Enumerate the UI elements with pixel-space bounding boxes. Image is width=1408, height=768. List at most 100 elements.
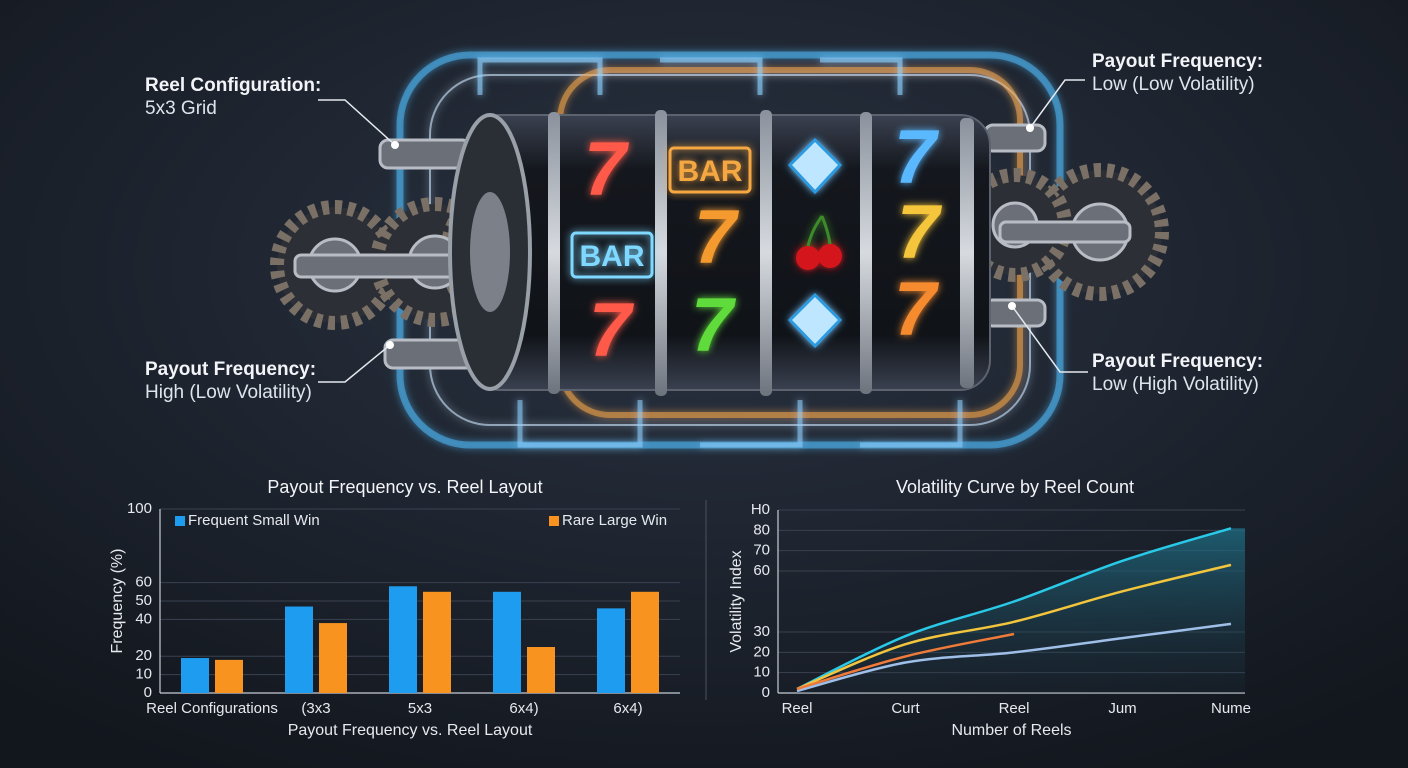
callout-text: High (Low Volatility) [145, 382, 312, 403]
y-tick-label: 70 [753, 542, 770, 559]
bar [423, 591, 451, 693]
x-tick-label: Reel Configurations [146, 700, 278, 717]
y-tick-label: 60 [135, 574, 152, 591]
bar [285, 606, 313, 693]
y-tick-label: 0 [762, 684, 770, 701]
y-axis-label: Volatility Index [728, 550, 745, 652]
reel-symbol: BAR [580, 240, 645, 273]
callout-line [318, 344, 391, 383]
callout-dot [1026, 124, 1034, 132]
bar [597, 608, 625, 693]
reel-symbol: 7 [589, 288, 635, 373]
callout-text: Low (Low Volatility) [1092, 74, 1255, 95]
legend-label: Frequent Small Win [188, 512, 320, 529]
y-tick-label: H0 [751, 501, 770, 518]
chart-title: Volatility Curve by Reel Count [896, 477, 1134, 497]
line [796, 632, 1015, 691]
callout-dot [386, 124, 1034, 349]
x-tick-label: Reel [782, 700, 813, 717]
callout-title: Payout Frequency: [145, 359, 316, 380]
x-axis-label: Number of Reels [951, 722, 1071, 739]
y-tick-label: 40 [135, 610, 152, 627]
reel-symbol: BAR [678, 155, 743, 188]
chart: Volatility Curve by Reel Count Volatility… [728, 477, 1251, 739]
bar [181, 658, 209, 693]
bar [319, 623, 347, 693]
reel-symbol: 7 [584, 127, 630, 212]
reel-icon [806, 215, 832, 247]
glow-pipe [477, 57, 903, 95]
reel-symbol: 7 [894, 115, 940, 200]
x-tick-label: 6x4) [613, 700, 642, 717]
reel-icon [787, 137, 843, 195]
y-tick-label: 20 [135, 647, 152, 664]
charts: Payout Frequency vs. Reel Layout Frequenc… [109, 477, 1251, 739]
reel-cylinder [960, 118, 974, 388]
y-tick-label: 10 [135, 666, 152, 683]
bar [389, 586, 417, 693]
reel-cylinder [548, 112, 560, 394]
reel-cylinder [470, 192, 510, 312]
gear-hub [983, 123, 1047, 153]
x-axis-label: Payout Frequency vs. Reel Layout [288, 722, 533, 739]
callout-text: Low (High Volatility) [1092, 374, 1259, 395]
line [796, 527, 1232, 691]
y-tick-label: 20 [753, 643, 770, 660]
x-tick-label: Jum [1108, 700, 1136, 717]
area [797, 528, 1245, 693]
symbol-box [668, 146, 752, 194]
x-tick-label: 6x4) [509, 700, 538, 717]
callout-title: Reel Configuration: [145, 75, 321, 96]
bar [215, 659, 243, 693]
legend-swatch [175, 516, 185, 526]
x-tick-label: Nume [1211, 700, 1251, 717]
callout-line [1011, 305, 1088, 373]
reel-symbol: 7 [897, 190, 943, 275]
bar [631, 591, 659, 693]
y-tick-label: 60 [753, 562, 770, 579]
y-tick-label: 100 [127, 500, 152, 517]
callout-line [318, 79, 1088, 383]
bar [527, 647, 555, 693]
reel-cylinder [448, 110, 991, 396]
line [796, 563, 1232, 691]
y-tick-label: 30 [753, 623, 770, 640]
chart: Payout Frequency vs. Reel Layout Frequenc… [109, 477, 680, 739]
y-tick-label: 10 [753, 664, 770, 681]
x-tick-label: Reel [999, 700, 1030, 717]
callout-line [1029, 79, 1085, 129]
glow-pipe [517, 400, 963, 448]
line [796, 622, 1232, 693]
callout-dot [386, 341, 394, 349]
reel-symbol: 7 [894, 267, 940, 352]
reel-symbol: 7 [691, 283, 737, 368]
legend-swatch [549, 516, 559, 526]
gear-hub [998, 220, 1132, 244]
bar [493, 591, 521, 693]
y-tick-label: 50 [135, 592, 152, 609]
legend-label: Rare Large Win [562, 512, 667, 529]
reel-icon [796, 246, 820, 270]
y-tick-label: 80 [753, 521, 770, 538]
reel-icon [818, 244, 842, 268]
callout-title: Payout Frequency: [1092, 51, 1263, 72]
callout-text: 5x3 Grid [145, 98, 217, 119]
symbol-box [570, 231, 654, 279]
x-tick-label: Curt [891, 700, 920, 717]
reel-cylinder [655, 110, 667, 396]
reel-icon [787, 292, 843, 349]
x-tick-label: (3x3 [301, 700, 330, 717]
reel-icon [787, 137, 843, 349]
callout-line [318, 99, 396, 146]
callout-title: Payout Frequency: [1092, 351, 1263, 372]
reel-symbol: 7 [694, 195, 740, 280]
reel-cylinder [760, 110, 772, 396]
callout-dot [391, 141, 399, 149]
y-tick-label: 0 [144, 684, 152, 701]
x-tick-label: 5x3 [408, 700, 432, 717]
y-axis-label: Frequency (%) [109, 549, 126, 654]
callout-dot [1008, 302, 1016, 310]
